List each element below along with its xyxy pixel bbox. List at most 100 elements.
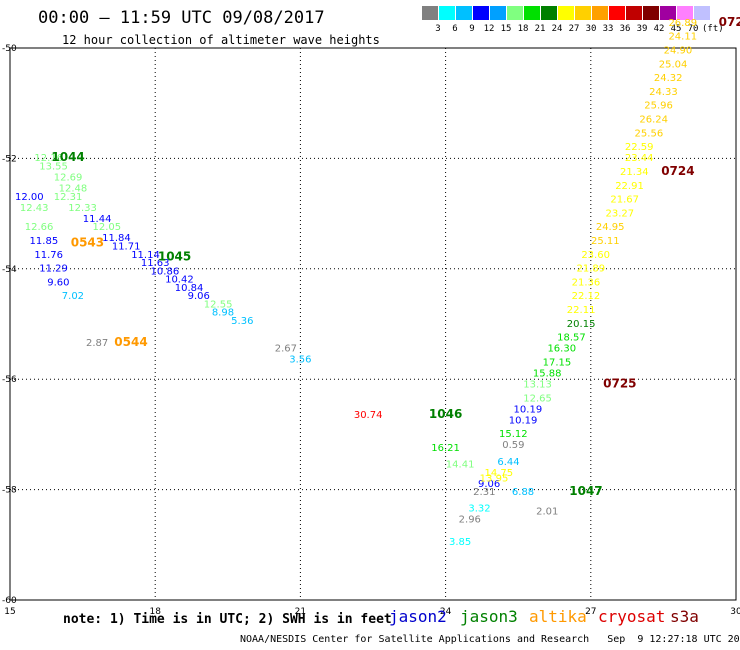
wave-height-label: 2.31 bbox=[473, 487, 495, 498]
wave-height-label: 22.12 bbox=[572, 291, 601, 302]
y-tick-label: -50 bbox=[2, 44, 17, 54]
colorbar-label: 42 bbox=[653, 24, 665, 34]
wave-height-label: 26.24 bbox=[639, 115, 668, 126]
colorbar-label: 18 bbox=[517, 24, 529, 34]
legend-cryosat: cryosat bbox=[598, 607, 666, 626]
wave-height-label: 11.71 bbox=[112, 241, 141, 252]
wave-height-label: 8.98 bbox=[212, 308, 234, 319]
colorbar-swatch bbox=[473, 6, 489, 20]
wave-height-label: 21.89 bbox=[576, 264, 605, 275]
pass-time-label: 1046 bbox=[429, 407, 462, 421]
wave-height-label: 9.60 bbox=[47, 277, 69, 288]
colorbar-swatch bbox=[507, 6, 523, 20]
wave-height-label: 0.59 bbox=[502, 440, 524, 451]
wave-height-label: 9.06 bbox=[188, 291, 210, 302]
colorbar-label: 39 bbox=[636, 24, 648, 34]
wave-height-label: 6.44 bbox=[497, 457, 519, 468]
wave-height-label: 25.11 bbox=[591, 236, 620, 247]
colorbar-label: 3 bbox=[435, 24, 441, 34]
wave-height-label: 25.96 bbox=[644, 101, 673, 112]
legend-jason2: jason2 bbox=[389, 607, 447, 626]
wave-height-label: 10.86 bbox=[151, 266, 180, 277]
colorbar-label: 21 bbox=[534, 24, 546, 34]
wave-height-label: 15.88 bbox=[533, 368, 562, 379]
colorbar-swatch bbox=[456, 6, 472, 20]
wave-height-label: 12.16 bbox=[34, 153, 63, 164]
colorbar-label: 45 bbox=[670, 24, 682, 34]
wave-height-label: 12.43 bbox=[20, 203, 49, 214]
y-tick-label: -52 bbox=[2, 154, 17, 164]
wave-height-label: 12.69 bbox=[54, 172, 83, 183]
wave-height-label: 2.96 bbox=[459, 515, 481, 526]
wave-height-label: 12.31 bbox=[54, 192, 83, 203]
colorbar-swatch bbox=[541, 6, 557, 20]
colorbar-label: 12 bbox=[483, 24, 495, 34]
colorbar-swatch bbox=[490, 6, 506, 20]
wave-height-label: 24.90 bbox=[664, 46, 693, 57]
x-tick-label: 21 bbox=[295, 607, 306, 617]
wave-height-label: 6.88 bbox=[512, 487, 534, 498]
colorbar-swatch bbox=[558, 6, 574, 20]
wave-height-label: 12.00 bbox=[15, 192, 44, 203]
colorbar-swatch bbox=[575, 6, 591, 20]
wave-height-label: 26.89 bbox=[668, 18, 697, 29]
wave-height-label: 9.06 bbox=[478, 479, 500, 490]
colorbar-swatch bbox=[524, 6, 540, 20]
chart-title: 00:00 – 11:59 UTC 09/08/2017 bbox=[38, 8, 325, 28]
colorbar-label: 33 bbox=[602, 24, 614, 34]
pass-time-label: 0544 bbox=[114, 335, 147, 349]
colorbar-swatch bbox=[439, 6, 455, 20]
wave-height-label: 16.21 bbox=[431, 443, 460, 454]
colorbar-swatch bbox=[694, 6, 710, 20]
wave-height-label: 10.19 bbox=[514, 404, 543, 415]
y-tick-label: -56 bbox=[2, 375, 17, 385]
wave-height-label: 21.36 bbox=[572, 277, 601, 288]
wave-height-label: 10.42 bbox=[165, 275, 194, 286]
y-tick-label: -54 bbox=[2, 265, 17, 275]
plot-frame bbox=[9, 47, 737, 601]
wave-height-label: 12.05 bbox=[92, 222, 121, 233]
legend-jason3: jason3 bbox=[460, 607, 518, 626]
colorbar-label: 27 bbox=[568, 24, 580, 34]
pass-time-label: 1044 bbox=[51, 150, 84, 164]
wave-height-label: 2.01 bbox=[536, 506, 558, 517]
pass-time-label: 1045 bbox=[158, 250, 191, 264]
wave-height-label: 12.66 bbox=[25, 222, 54, 233]
pass-time-label: 0725 bbox=[603, 376, 636, 390]
x-tick-label: 18 bbox=[149, 607, 161, 617]
wave-height-label: 12.33 bbox=[68, 203, 97, 214]
wave-height-label: 18.57 bbox=[557, 333, 586, 344]
wave-height-label: 12.65 bbox=[523, 393, 552, 404]
credit-text: NOAA/NESDIS Center for Satellite Applica… bbox=[240, 634, 740, 645]
wave-height-label: 22.11 bbox=[567, 305, 596, 316]
legend-s3a: s3a bbox=[670, 607, 699, 626]
wave-height-label: 22.59 bbox=[625, 142, 654, 153]
wave-height-label: 16.30 bbox=[547, 344, 576, 355]
colorbar-swatch bbox=[643, 6, 659, 20]
wave-height-label: 13.95 bbox=[480, 473, 509, 484]
wave-height-label: 20.15 bbox=[567, 319, 596, 330]
colorbar-label: 24 bbox=[551, 24, 563, 34]
wave-height-label: 11.14 bbox=[131, 250, 160, 261]
wave-height-label: 12.48 bbox=[59, 184, 88, 195]
wave-height-label: 3.85 bbox=[449, 537, 471, 548]
x-tick-label: 24 bbox=[440, 607, 452, 617]
x-tick-label: 15 bbox=[4, 607, 15, 617]
wave-height-label: 11.29 bbox=[39, 264, 68, 275]
colorbar-swatch bbox=[609, 6, 625, 20]
wave-height-label: 12.55 bbox=[204, 299, 233, 310]
wave-height-label: 3.32 bbox=[468, 504, 490, 515]
wave-height-label: 24.11 bbox=[668, 32, 697, 43]
wave-height-label: 3.56 bbox=[289, 355, 311, 366]
wave-height-label: 25.04 bbox=[659, 59, 688, 70]
pass-time-label: 0724 bbox=[661, 164, 694, 178]
wave-height-label: 11.76 bbox=[34, 250, 63, 261]
wave-height-label: 30.74 bbox=[354, 410, 383, 421]
wave-height-label: 11.44 bbox=[83, 214, 112, 225]
colorbar-label: (ft) bbox=[702, 24, 724, 34]
wave-height-label: 17.15 bbox=[543, 357, 572, 368]
wave-height-label: 15.12 bbox=[499, 429, 528, 440]
wave-height-label: 21.67 bbox=[610, 195, 639, 206]
wave-height-label: 25.56 bbox=[635, 128, 664, 139]
wave-height-label: 23.60 bbox=[581, 250, 610, 261]
